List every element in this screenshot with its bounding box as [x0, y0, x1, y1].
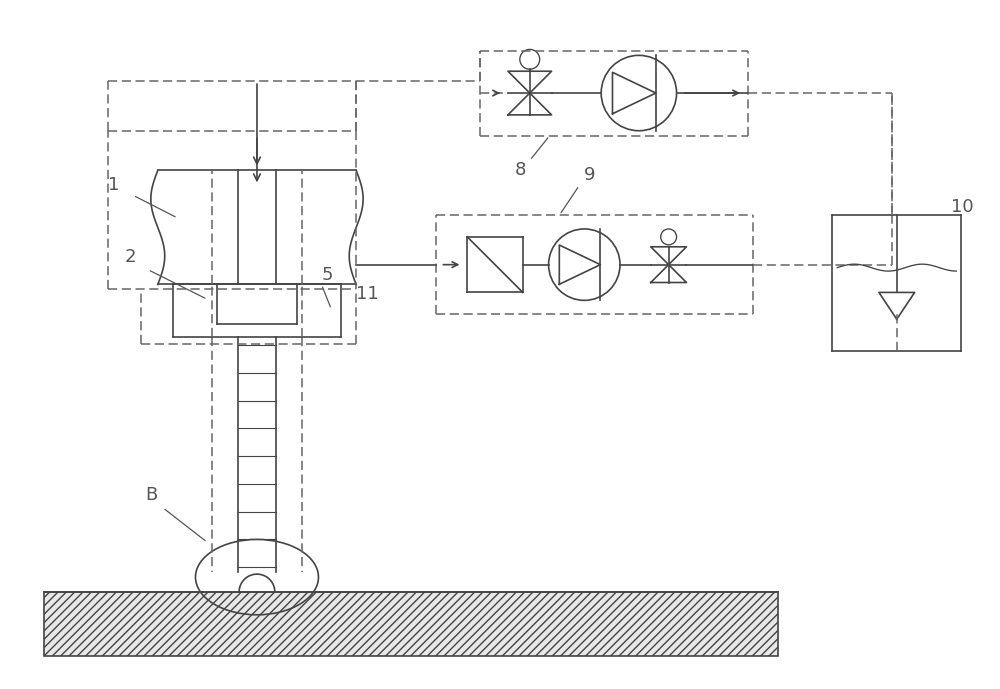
- Text: 10: 10: [951, 198, 974, 216]
- Bar: [44, 592, 778, 657]
- Text: 11: 11: [356, 285, 379, 303]
- Text: B: B: [145, 486, 157, 504]
- Text: 1: 1: [108, 176, 120, 194]
- Text: 8: 8: [515, 161, 526, 179]
- Text: 5: 5: [321, 265, 333, 284]
- Text: 2: 2: [125, 247, 137, 266]
- Text: 9: 9: [584, 166, 596, 185]
